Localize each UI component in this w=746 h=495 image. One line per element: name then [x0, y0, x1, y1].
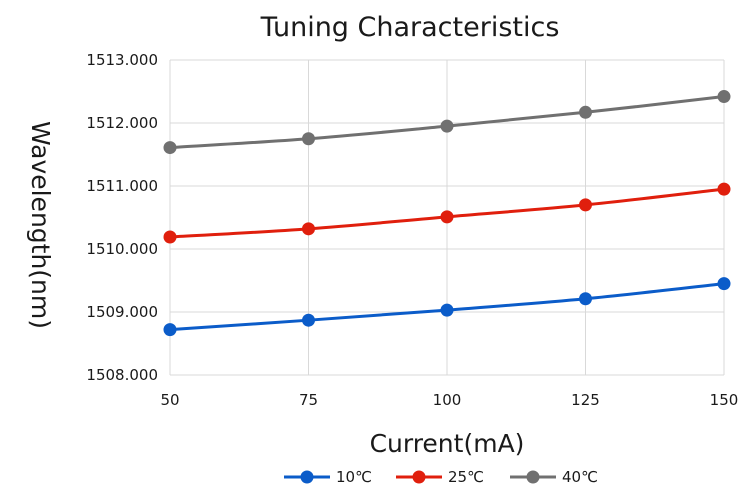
- data-point: [302, 132, 315, 146]
- data-point: [579, 292, 592, 306]
- data-point: [163, 323, 177, 337]
- y-tick-label: 1508.000: [86, 366, 158, 384]
- legend-label: 10℃: [336, 468, 372, 486]
- y-tick-label: 1510.000: [86, 240, 158, 258]
- chart-title: Tuning Characteristics: [260, 12, 560, 43]
- data-point: [717, 90, 731, 104]
- x-tick-label: 150: [710, 391, 739, 409]
- data-point: [163, 230, 177, 244]
- x-tick-label: 125: [571, 391, 600, 409]
- y-tick-label: 1509.000: [86, 303, 158, 321]
- legend-marker: [300, 470, 314, 484]
- x-axis-title: Current(mA): [370, 429, 525, 458]
- y-axis-tick-labels: 1508.000 1509.000 1510.000 1511.000 1512.000…: [86, 51, 158, 384]
- data-point: [717, 182, 731, 196]
- legend-label: 40℃: [562, 468, 598, 486]
- y-tick-label: 1512.000: [86, 114, 158, 132]
- x-tick-label: 75: [299, 391, 318, 409]
- data-point: [579, 105, 592, 119]
- data-point: [302, 222, 315, 236]
- legend-marker: [412, 470, 426, 484]
- series-lines: [163, 90, 731, 337]
- x-tick-label: 50: [160, 391, 179, 409]
- data-point: [579, 198, 592, 212]
- data-point: [440, 119, 454, 133]
- data-point: [440, 210, 454, 224]
- data-point: [302, 313, 315, 327]
- data-point: [717, 277, 731, 291]
- legend: 10℃ 25℃ 40℃: [284, 468, 598, 486]
- legend-label: 25℃: [448, 468, 484, 486]
- x-axis-tick-labels: 50 75 100 125 150: [160, 391, 738, 409]
- y-axis-title: Wavelength(nm): [26, 121, 55, 329]
- y-tick-label: 1511.000: [86, 177, 158, 195]
- x-tick-label: 100: [433, 391, 462, 409]
- data-point: [440, 303, 454, 317]
- data-point: [163, 141, 177, 155]
- y-tick-label: 1513.000: [86, 51, 158, 69]
- legend-marker: [526, 470, 540, 484]
